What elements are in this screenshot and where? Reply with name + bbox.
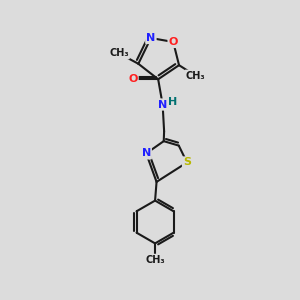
Text: S: S: [183, 158, 191, 167]
Text: N: N: [146, 33, 155, 43]
Text: N: N: [158, 100, 167, 110]
Text: N: N: [142, 148, 151, 158]
Text: CH₃: CH₃: [186, 70, 205, 81]
Text: O: O: [169, 37, 178, 47]
Text: CH₃: CH₃: [109, 48, 129, 59]
Text: CH₃: CH₃: [145, 255, 165, 265]
Text: H: H: [167, 97, 177, 106]
Text: O: O: [128, 74, 138, 84]
